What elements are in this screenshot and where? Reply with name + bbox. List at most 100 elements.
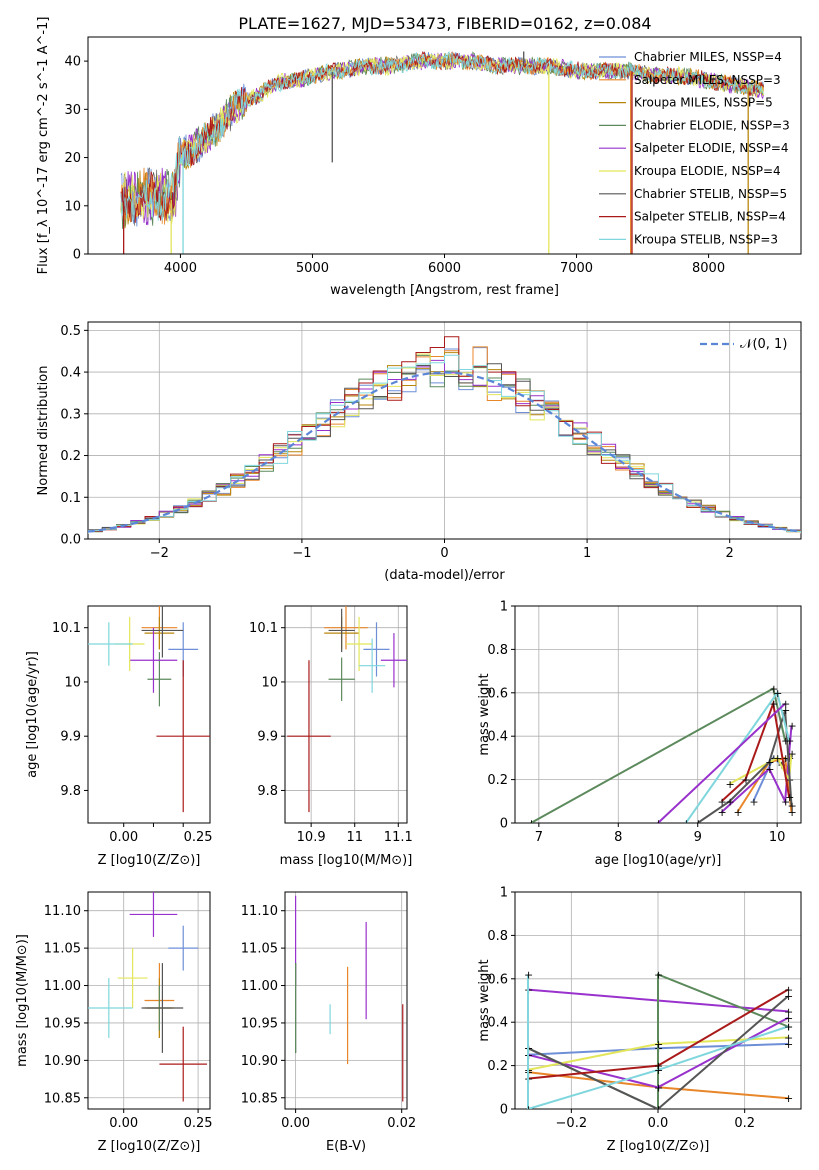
weight-marker: + <box>765 756 774 769</box>
legend-label: Salpeter STELIB, NSSP=4 <box>634 210 786 224</box>
x-tick-label: 0 <box>440 546 448 561</box>
y-tick-label: 10 <box>261 675 278 690</box>
x-tick-label: −1 <box>292 546 311 561</box>
weight-marker: + <box>524 1103 533 1116</box>
weight-marker: + <box>784 1092 793 1105</box>
x-axis-label: Z [log10(Z/Z⊙)] <box>607 1139 710 1154</box>
x-tick-label: 8 <box>614 830 622 845</box>
x-tick-label: 10 <box>769 830 786 845</box>
histogram-Kroupa STELIB, N_SSP=3 <box>88 354 801 534</box>
y-axis-label: mass [log10(M/M⊙)] <box>15 934 30 1067</box>
y-axis-label: Flux [f_λ 10^-17 erg cm^-2 s^-1 A^-1] <box>36 17 51 275</box>
x-tick-label: 8000 <box>692 261 725 276</box>
legend-label: Kroupa ELODIE, NSSP=4 <box>634 164 781 178</box>
legend-label: Kroupa MILES, NSSP=5 <box>634 96 773 110</box>
y-tick-label: 0.2 <box>60 449 81 464</box>
y-axis-label: mass weight <box>477 673 492 755</box>
axes-frame <box>87 36 802 255</box>
y-tick-label: 9.8 <box>257 784 278 799</box>
y-tick-label: 10 <box>64 675 81 690</box>
x-axis-label: (data-model)/error <box>384 568 505 583</box>
weight-marker: + <box>784 1005 793 1018</box>
x-axis-label: age [log10(age/yr)] <box>595 853 722 868</box>
y-tick-label: 0 <box>500 1103 508 1118</box>
weight-marker: + <box>784 1021 793 1034</box>
weight-marker: + <box>718 806 727 819</box>
weight-marker: + <box>781 795 790 808</box>
weight-series-line <box>697 709 793 823</box>
y-tick-label: 9.9 <box>257 730 278 745</box>
x-tick-label: 4000 <box>164 261 197 276</box>
x-tick-label: 9 <box>694 830 702 845</box>
y-tick-label: 0.8 <box>487 643 508 658</box>
y-tick-label: 30 <box>64 103 81 118</box>
weight-marker: + <box>787 806 796 819</box>
weight-series-line <box>527 995 789 1109</box>
weight-marker: + <box>682 817 691 830</box>
x-tick-label: −2 <box>150 546 169 561</box>
weight-marker: + <box>785 735 794 748</box>
weight-marker: + <box>784 990 793 1003</box>
x-axis-label: mass [log10(M/M⊙)] <box>280 853 413 868</box>
y-tick-label: 10.1 <box>52 621 81 636</box>
x-tick-label: −0.2 <box>556 1116 588 1131</box>
normal-curve <box>88 371 801 533</box>
weight-marker: + <box>773 752 782 765</box>
y-tick-label: 1 <box>500 886 508 901</box>
x-axis-label: wavelength [Angstrom, rest frame] <box>330 283 559 298</box>
x-tick-label: 0.00 <box>109 830 138 845</box>
errorbars <box>88 606 210 813</box>
weight-marker: + <box>784 1038 793 1051</box>
weight-marker: + <box>654 1103 663 1116</box>
y-tick-label: 9.8 <box>60 784 81 799</box>
weight-marker: + <box>769 752 778 765</box>
weight-marker: + <box>781 735 790 748</box>
weight-marker: + <box>654 1081 663 1094</box>
weight-marker: + <box>654 1038 663 1051</box>
weight-series-line <box>684 690 791 823</box>
x-tick-label: 0.00 <box>281 1116 310 1131</box>
figure-title: PLATE=1627, MJD=53473, FIBERID=0162, z=0… <box>238 14 651 33</box>
y-axis-label: Normed distribution <box>36 366 51 496</box>
axes-frame <box>87 605 211 824</box>
y-tick-label: 0.4 <box>487 1016 508 1031</box>
y-tick-label: 0.2 <box>487 773 508 788</box>
weight-marker: + <box>784 1021 793 1034</box>
weight-marker: + <box>781 698 790 711</box>
y-tick-label: 0.4 <box>60 366 81 381</box>
weight-marker: + <box>787 719 796 732</box>
weight-marker: + <box>749 795 758 808</box>
y-tick-label: 10.85 <box>44 1091 81 1106</box>
y-tick-label: 11.10 <box>241 904 278 919</box>
x-axis-label: Z [log10(Z/Z⊙)] <box>98 853 201 868</box>
y-tick-label: 0.4 <box>487 730 508 745</box>
y-tick-label: 20 <box>64 151 81 166</box>
spectrum-lines <box>120 50 764 254</box>
y-tick-label: 10.1 <box>249 621 278 636</box>
weight-marker: + <box>654 1064 663 1077</box>
y-tick-label: 0 <box>500 817 508 832</box>
weight-series-line <box>530 686 787 823</box>
y-tick-label: 0.6 <box>487 686 508 701</box>
legend-label: Kroupa STELIB, NSSP=3 <box>634 232 778 246</box>
weight-lines: ++++++ +++++++++++++++++++++++++++ <box>527 682 797 830</box>
y-tick-label: 11.00 <box>44 979 81 994</box>
y-tick-label: 40 <box>64 55 81 70</box>
weight-series-line <box>729 753 793 785</box>
weight-series-line <box>527 1036 789 1071</box>
y-tick-label: 10.90 <box>44 1054 81 1069</box>
errorbars <box>287 606 407 813</box>
weight-marker: + <box>787 800 796 813</box>
y-tick-label: 0.8 <box>487 929 508 944</box>
errorbars <box>88 892 208 1102</box>
series-line-Salpeter MILES, N_SSP=3 <box>120 52 764 225</box>
x-axis-label: E(B-V) <box>326 1139 366 1154</box>
y-axis-label: age [log10(age/yr)] <box>25 651 40 778</box>
weight-series-line <box>657 702 786 823</box>
weight-marker: + <box>524 968 533 981</box>
weight-marker: + <box>733 806 742 819</box>
y-tick-label: 1 <box>500 600 508 615</box>
legend-label: Salpeter MILES, NSSP=3 <box>634 73 781 87</box>
weight-marker: + <box>765 763 774 776</box>
x-tick-label: 0.0 <box>648 1116 669 1131</box>
